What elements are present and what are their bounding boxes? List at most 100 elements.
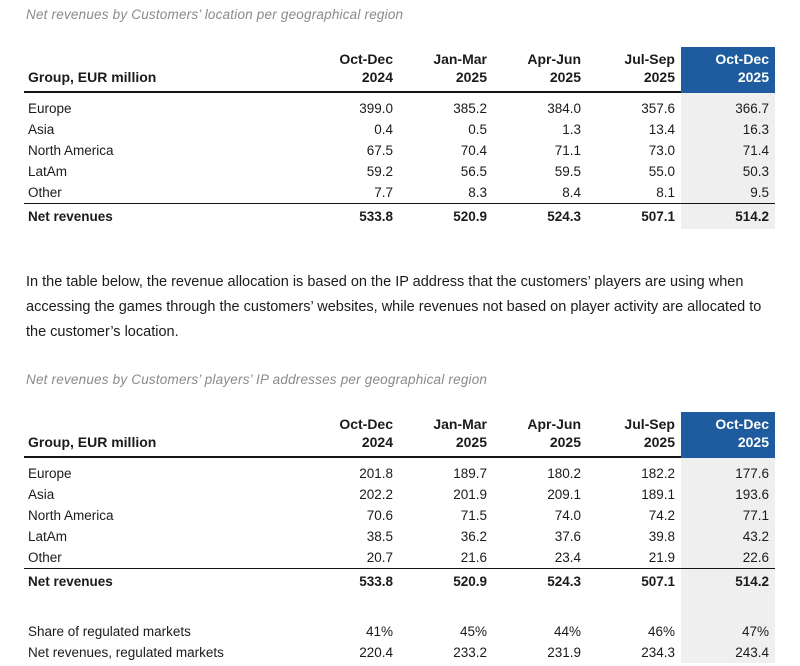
table-row-europe: Europe 399.0 385.2 384.0 357.6 366.7 bbox=[24, 92, 775, 119]
cell-value: 70.4 bbox=[460, 143, 487, 158]
cell-value: 21.9 bbox=[587, 547, 681, 569]
table-row-other: Other 20.7 21.6 23.4 21.9 22.6 bbox=[24, 547, 775, 569]
cell-value: 209.1 bbox=[547, 487, 581, 502]
table-row-latam: LatAm 38.5 36.2 37.6 39.8 43.2 bbox=[24, 526, 775, 547]
cell-value: 36.2 bbox=[460, 529, 487, 544]
row-label: Other bbox=[24, 182, 305, 204]
cell-value: 520.9 bbox=[453, 574, 487, 589]
table-row-asia: Asia 0.4 0.5 1.3 13.4 16.3 bbox=[24, 119, 775, 140]
cell-value: 70.6 bbox=[366, 508, 393, 523]
cell-value: 71.5 bbox=[460, 508, 487, 523]
revenues-by-ip-table: Group, EUR million Oct-Dec 2024 Jan-Mar … bbox=[24, 412, 775, 663]
cell-value: 59.2 bbox=[366, 164, 393, 179]
row-label: Europe bbox=[28, 101, 72, 116]
cell-value-highlighted: 366.7 bbox=[681, 92, 775, 119]
cell-value: 23.4 bbox=[493, 547, 587, 569]
row-label: Other bbox=[24, 547, 305, 569]
cell-value: 385.2 bbox=[453, 101, 487, 116]
cell-value: 44% bbox=[553, 624, 581, 639]
table-row-net-revenues-regulated-markets: Net revenues, regulated markets 220.4 23… bbox=[24, 642, 775, 663]
cell-value: 524.3 bbox=[547, 209, 581, 224]
column-header-apr-jun-2025: Apr-Jun 2025 bbox=[493, 47, 587, 93]
cell-value: 234.3 bbox=[641, 645, 675, 660]
cell-value: 55.0 bbox=[648, 164, 675, 179]
cell-value: 357.6 bbox=[641, 101, 675, 116]
spacer-cell bbox=[305, 594, 399, 621]
cell-value-highlighted: 43.2 bbox=[681, 526, 775, 547]
table-row-other: Other 7.7 8.3 8.4 8.1 9.5 bbox=[24, 182, 775, 204]
cell-value: 524.3 bbox=[547, 574, 581, 589]
row-label: Share of regulated markets bbox=[28, 624, 191, 639]
spacer-cell bbox=[587, 594, 681, 621]
cell-value: 39.8 bbox=[648, 529, 675, 544]
row-label: North America bbox=[28, 508, 114, 523]
spacer-cell bbox=[493, 594, 587, 621]
cell-value: 1.3 bbox=[562, 122, 581, 137]
cell-value-highlighted: 514.2 bbox=[681, 203, 775, 229]
table-row-europe: Europe 201.8 189.7 180.2 182.2 177.6 bbox=[24, 457, 775, 484]
cell-value: 56.5 bbox=[460, 164, 487, 179]
cell-value-highlighted: 47% bbox=[681, 621, 775, 642]
table-row-north-america: North America 70.6 71.5 74.0 74.2 77.1 bbox=[24, 505, 775, 526]
row-label: LatAm bbox=[28, 164, 68, 179]
cell-value: 59.5 bbox=[554, 164, 581, 179]
cell-value: 399.0 bbox=[359, 101, 393, 116]
table-row-asia: Asia 202.2 201.9 209.1 189.1 193.6 bbox=[24, 484, 775, 505]
cell-value-highlighted: 193.6 bbox=[681, 484, 775, 505]
column-header-oct-dec-2024: Oct-Dec 2024 bbox=[305, 412, 399, 458]
cell-value: 67.5 bbox=[366, 143, 393, 158]
section-title-ip-addresses: Net revenues by Customers’ players’ IP a… bbox=[26, 372, 488, 387]
cell-value-highlighted: 71.4 bbox=[681, 140, 775, 161]
cell-value: 74.2 bbox=[648, 508, 675, 523]
cell-value: 384.0 bbox=[547, 101, 581, 116]
cell-value-highlighted: 243.4 bbox=[681, 642, 775, 663]
column-header-jul-sep-2025: Jul-Sep 2025 bbox=[587, 412, 681, 458]
cell-value: 231.9 bbox=[547, 645, 581, 660]
cell-value-highlighted: 50.3 bbox=[681, 161, 775, 182]
table-row-net-revenues-total: Net revenues 533.8 520.9 524.3 507.1 514… bbox=[24, 568, 775, 594]
cell-value: 507.1 bbox=[641, 574, 675, 589]
cell-value: 7.7 bbox=[305, 182, 399, 204]
table-row-latam: LatAm 59.2 56.5 59.5 55.0 50.3 bbox=[24, 161, 775, 182]
row-label: Asia bbox=[28, 487, 55, 502]
row-label: LatAm bbox=[28, 529, 68, 544]
row-label: Europe bbox=[28, 466, 72, 481]
cell-value: 220.4 bbox=[359, 645, 393, 660]
cell-value: 71.1 bbox=[554, 143, 581, 158]
row-label: Asia bbox=[28, 122, 55, 137]
cell-value: 202.2 bbox=[359, 487, 393, 502]
column-header-oct-dec-2024: Oct-Dec 2024 bbox=[305, 47, 399, 93]
table-spacer-row bbox=[24, 594, 775, 621]
column-header-jul-sep-2025: Jul-Sep 2025 bbox=[587, 47, 681, 93]
row-label: Net revenues bbox=[28, 574, 113, 589]
cell-value: 520.9 bbox=[453, 209, 487, 224]
column-header-jan-mar-2025: Jan-Mar 2025 bbox=[399, 412, 493, 458]
ip-allocation-explanation-paragraph: In the table below, the revenue allocati… bbox=[26, 274, 762, 340]
cell-value-highlighted: 77.1 bbox=[681, 505, 775, 526]
cell-value: 8.4 bbox=[493, 182, 587, 204]
spacer-cell-highlighted bbox=[681, 594, 775, 621]
section-title-location: Net revenues by Customers’ location per … bbox=[26, 7, 404, 22]
cell-value: 37.6 bbox=[554, 529, 581, 544]
cell-value: 201.9 bbox=[453, 487, 487, 502]
cell-value: 46% bbox=[647, 624, 675, 639]
cell-value: 507.1 bbox=[641, 209, 675, 224]
cell-value-highlighted: 177.6 bbox=[681, 457, 775, 484]
cell-value: 45% bbox=[459, 624, 487, 639]
cell-value: 21.6 bbox=[399, 547, 493, 569]
cell-value-highlighted: 514.2 bbox=[681, 568, 775, 594]
cell-value: 20.7 bbox=[305, 547, 399, 569]
cell-value: 233.2 bbox=[453, 645, 487, 660]
cell-value: 8.1 bbox=[587, 182, 681, 204]
spacer-cell bbox=[24, 594, 305, 621]
cell-value: 182.2 bbox=[641, 466, 675, 481]
table-row-north-america: North America 67.5 70.4 71.1 73.0 71.4 bbox=[24, 140, 775, 161]
row-label: Net revenues bbox=[28, 209, 113, 224]
cell-value: 8.3 bbox=[399, 182, 493, 204]
cell-value: 189.1 bbox=[641, 487, 675, 502]
cell-value: 38.5 bbox=[366, 529, 393, 544]
cell-value: 74.0 bbox=[554, 508, 581, 523]
cell-value: 0.5 bbox=[468, 122, 487, 137]
cell-value: 180.2 bbox=[547, 466, 581, 481]
